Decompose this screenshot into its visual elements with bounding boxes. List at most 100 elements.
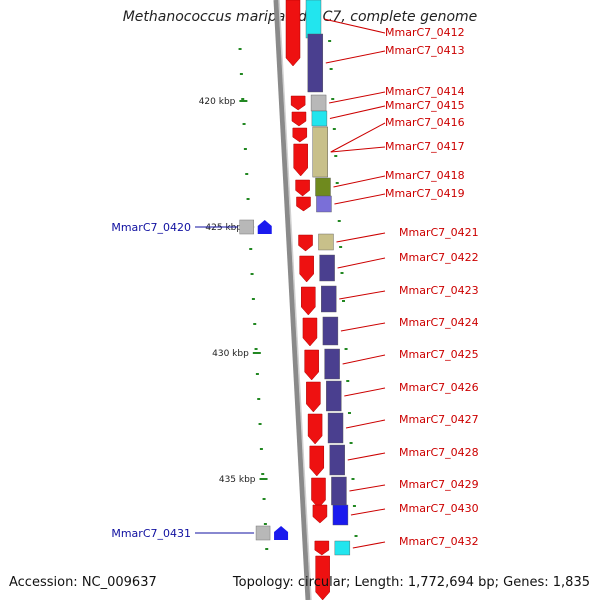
gene-labels-layer: MmarC7_0412MmarC7_0413MmarC7_0414MmarC7_… [111,18,479,549]
gene-box-MmarC7_0422 [319,254,335,282]
ruler-tick-label: 435 kbp [219,475,256,485]
genome-summary-text: Topology: circular; Length: 1,772,694 bp… [232,575,590,590]
red-gene-arrow [301,286,316,316]
tick-dot [346,380,350,382]
gene-label-MmarC7_0423: MmarC7_0423 [399,284,479,297]
gene-label-connector [349,484,386,492]
tick-dot [245,173,249,175]
red-gene-arrow [306,381,321,413]
red-gene-arrow [293,143,308,177]
red-gene-arrow [291,111,307,127]
gene-label-connector [337,257,386,269]
red-gene-arrow [304,349,319,381]
tick-dot [342,300,345,302]
gene-label-MmarC7_0416: MmarC7_0416 [385,116,465,129]
gene-label-connector [352,541,386,549]
tick-dot [351,478,355,480]
gene-label-connector [342,354,386,365]
red-gene-arrow [309,445,325,477]
gene-label-MmarC7_0425: MmarC7_0425 [399,348,479,361]
gene-label-connector [345,419,386,429]
red-gene-arrow [314,540,330,556]
tick-dot [255,373,259,375]
gene-label-MmarC7_0415: MmarC7_0415 [385,99,465,112]
gene-label-MmarC7_0428: MmarC7_0428 [399,446,479,459]
gene-label-MmarC7_0414: MmarC7_0414 [385,85,465,98]
tick-dot [261,473,265,475]
gene-label-connector [328,91,386,104]
gene-label-MmarC7_0430: MmarC7_0430 [399,502,479,515]
tick-dot [242,123,246,125]
tick-dot [263,523,267,525]
gene-label-connector [325,50,386,64]
gene-label-connector [344,387,386,397]
gene-box-MmarC7_0428 [329,444,345,476]
red-gene-arrow [302,317,318,347]
gene-box-MmarC7_0431 [255,525,271,541]
gene-label-connector [350,508,386,516]
tick-dot [246,198,250,200]
gene-label-MmarC7_0417: MmarC7_0417 [385,140,465,153]
gene-label-MmarC7_0418: MmarC7_0418 [385,169,465,182]
gene-box-MmarC7_0429 [331,476,347,506]
tick-dot [250,273,254,275]
ruler-tick-label: 420 kbp [199,97,236,107]
tick-dot [253,323,257,325]
tick-dot [249,248,253,250]
gene-box-MmarC7_0415 [311,110,328,127]
tick-dot [239,73,243,75]
tick-dot [265,548,269,550]
gene-label-connector [336,232,386,243]
gene-label-connector [323,18,386,34]
genes-layer [239,0,351,600]
gene-box-MmarC7_0432 [334,540,351,556]
gene-box-MmarC7_0423 [321,285,337,313]
gene-label-connector [340,322,386,332]
tick-dot [339,246,343,248]
tick-dot [337,220,341,222]
gene-label-MmarC7_0421: MmarC7_0421 [399,226,479,239]
tick-dot [349,442,353,444]
gene-label-MmarC7_0427: MmarC7_0427 [399,413,479,426]
gene-label-MmarC7_0432: MmarC7_0432 [399,535,479,548]
backbone-highlight [278,0,312,600]
tick-dot [262,498,266,500]
tick-dot [354,535,358,537]
tick-dot [251,298,255,300]
gene-box-MmarC7_0427 [327,412,344,444]
red-gene-arrow [307,413,323,445]
gene-box-MmarC7_0417 [312,126,328,178]
red-gene-arrow [290,95,306,111]
tick-dot [254,348,258,350]
gene-label-MmarC7_0426: MmarC7_0426 [399,381,479,394]
tick-dot [344,348,348,350]
blue-gene-arrow [257,220,272,234]
red-gene-arrow [299,255,314,283]
tick-dot [332,128,336,130]
tick-dot [340,272,344,274]
red-gene-arrow [298,234,313,252]
gene-box-MmarC7_0413 [307,33,324,93]
red-gene-arrow [295,179,310,197]
tick-dot [238,48,242,50]
red-gene-arrow [315,555,330,600]
gene-box-MmarC7_0430 [332,504,349,526]
ruler-ticks-layer: 420 kbp 425 kbp 430 kbp 435 kbp [199,97,268,485]
red-gene-arrow [285,0,301,67]
gene-label-MmarC7_0422: MmarC7_0422 [399,251,479,264]
gene-box-MmarC7_0424 [322,316,339,346]
tick-dot [243,148,247,150]
gene-label-MmarC7_0412: MmarC7_0412 [385,26,465,39]
gene-box-MmarC7_0419 [316,195,332,213]
gene-box-MmarC7_0421 [318,233,334,251]
tick-dots-layer [238,40,358,550]
gene-box-MmarC7_0420 [239,219,254,235]
ruler-tick-mark [259,478,268,480]
ruler-tick-label: 425 kbp [205,223,242,233]
tick-dot [347,412,351,414]
tick-dot [352,505,356,507]
gene-label-connector [347,452,386,461]
blue-gene-arrow [274,526,289,540]
gene-box-MmarC7_0425 [324,348,340,380]
